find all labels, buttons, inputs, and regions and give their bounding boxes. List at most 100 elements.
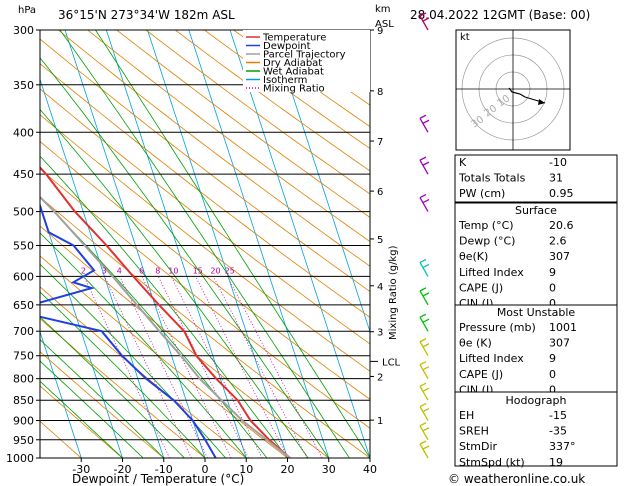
wind-barb-flag	[419, 440, 427, 445]
pressure-tick-label: 750	[13, 350, 34, 363]
x-axis-title: Dewpoint / Temperature (°C)	[72, 472, 244, 486]
location-title: 36°15'N 273°34'W 182m ASL	[58, 8, 235, 22]
mixing-ratio-line	[157, 276, 249, 458]
mixing-ratio-line	[227, 276, 323, 458]
mixing-ratio-axis-title: Mixing Ratio (g/kg)	[388, 245, 399, 340]
pressure-tick-label: 450	[13, 168, 34, 181]
wind-barb	[419, 443, 429, 459]
stats-section-title: Surface	[515, 204, 557, 217]
stat-label: Lifted Index	[459, 352, 524, 365]
wind-barb-flag	[422, 387, 430, 392]
pressure-tick-label: 850	[13, 394, 34, 407]
stats-box	[454, 202, 618, 306]
wind-barb-flag	[422, 318, 430, 323]
isotherm-line	[229, 30, 370, 458]
pressure-tick-label: 400	[13, 126, 34, 139]
km-tick-label: 3	[377, 328, 383, 339]
wind-barb	[419, 290, 429, 306]
km-tick-label: 6	[377, 187, 383, 198]
legend-label: Temperature	[262, 33, 326, 44]
wind-barb-flag	[419, 382, 427, 387]
wind-barb-flag	[422, 161, 430, 166]
dry-adiabat-line	[40, 114, 370, 372]
stats-section-title: Most Unstable	[497, 306, 576, 319]
stat-value: 0	[549, 297, 556, 310]
wet-adiabat-line	[40, 232, 247, 458]
wind-barb-flag	[422, 445, 430, 450]
hodograph-trace	[508, 87, 526, 98]
mixing-ratio-label: 6	[139, 266, 144, 275]
legend-label: Mixing Ratio	[263, 84, 325, 95]
stat-label: Lifted Index	[459, 266, 524, 279]
mixing-ratio-label: 25	[225, 266, 235, 275]
wind-barb-flag	[419, 194, 427, 199]
stat-value: 31	[549, 172, 563, 185]
mixing-ratio-line	[141, 276, 232, 458]
wet-adiabat-line	[40, 316, 185, 458]
wind-barb-flag	[422, 263, 430, 268]
pressure-tick-label: 300	[13, 24, 34, 37]
dry-adiabat-line	[40, 286, 247, 458]
copyright: © weatheronline.co.uk	[448, 472, 585, 486]
x-tick-label: 20	[281, 463, 295, 476]
mixing-ratio-label: 10	[168, 266, 178, 275]
wind-barb-flag	[422, 17, 430, 22]
wind-barb-flag	[419, 338, 427, 343]
stat-label: CAPE (J)	[459, 281, 503, 294]
wind-barb	[419, 364, 429, 379]
pressure-tick-label: 500	[13, 206, 34, 219]
wind-barb	[419, 385, 429, 401]
wind-barb	[419, 262, 429, 277]
wind-barb-flag	[419, 258, 427, 263]
pressure-tick-label: 600	[13, 270, 34, 283]
x-tick-label: -20	[114, 463, 132, 476]
dry-adiabat-line	[116, 30, 370, 218]
stat-label: StmSpd (kt)	[459, 456, 525, 469]
stat-value: 0	[549, 368, 556, 381]
stat-label: SREH	[459, 425, 489, 438]
stat-value: -10	[549, 156, 567, 169]
stat-label: PW (cm)	[459, 187, 505, 200]
wind-barb-flag	[422, 119, 430, 124]
series-temperature	[40, 165, 291, 458]
stat-label: CAPE (J)	[459, 368, 503, 381]
mixing-ratio-label: 8	[155, 266, 160, 275]
hodograph: kt 10 20 30	[455, 29, 571, 151]
stat-label: Totals Totals	[458, 172, 526, 185]
wet-adiabat-line	[40, 339, 165, 458]
wind-barb-flag	[419, 156, 427, 161]
stat-label: K	[459, 156, 467, 169]
wind-barb	[419, 197, 429, 212]
stat-value: 307	[549, 337, 570, 350]
km-label: km	[375, 4, 391, 15]
dry-adiabat-line	[175, 30, 370, 172]
isotherm-line	[40, 78, 165, 458]
legend-label: Dry Adiabat	[263, 58, 322, 69]
wind-barb	[419, 406, 429, 421]
pressure-tick-label: 550	[13, 239, 34, 252]
dry-adiabat-line	[40, 385, 123, 458]
legend-label: Isotherm	[263, 75, 307, 86]
dry-adiabat-line	[40, 140, 370, 400]
km-tick-label: 9	[377, 26, 383, 37]
mixing-ratio-label: 4	[117, 266, 122, 275]
asl-label: ASL	[375, 19, 394, 30]
stat-value: 337°	[549, 440, 576, 453]
stats-box	[454, 154, 618, 203]
wind-barb	[419, 316, 429, 332]
mixing-ratio-label: 3	[102, 266, 107, 275]
x-tick-label: 0	[202, 463, 209, 476]
wind-barb-flag	[422, 343, 430, 348]
stat-label: Pressure (mb)	[459, 321, 536, 334]
mixing-ratio-label: 20	[210, 266, 220, 275]
wind-barb	[419, 15, 429, 31]
pressure-tick-label: 650	[13, 299, 34, 312]
dry-adiabat-line	[40, 318, 206, 458]
pressure-tick-label: 950	[13, 434, 34, 447]
wind-barb-flag	[419, 12, 427, 17]
wind-barb	[419, 159, 429, 175]
stat-label: Temp (°C)	[458, 219, 514, 232]
x-tick-label: 40	[363, 463, 377, 476]
wind-barb-flag	[422, 427, 430, 432]
wind-barb-flag	[422, 407, 430, 413]
